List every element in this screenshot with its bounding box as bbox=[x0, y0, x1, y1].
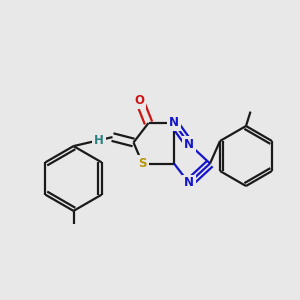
Text: O: O bbox=[134, 94, 145, 107]
Text: N: N bbox=[184, 137, 194, 151]
Text: N: N bbox=[184, 176, 194, 190]
Text: N: N bbox=[169, 116, 179, 130]
Text: S: S bbox=[138, 157, 147, 170]
Text: H: H bbox=[94, 134, 104, 148]
